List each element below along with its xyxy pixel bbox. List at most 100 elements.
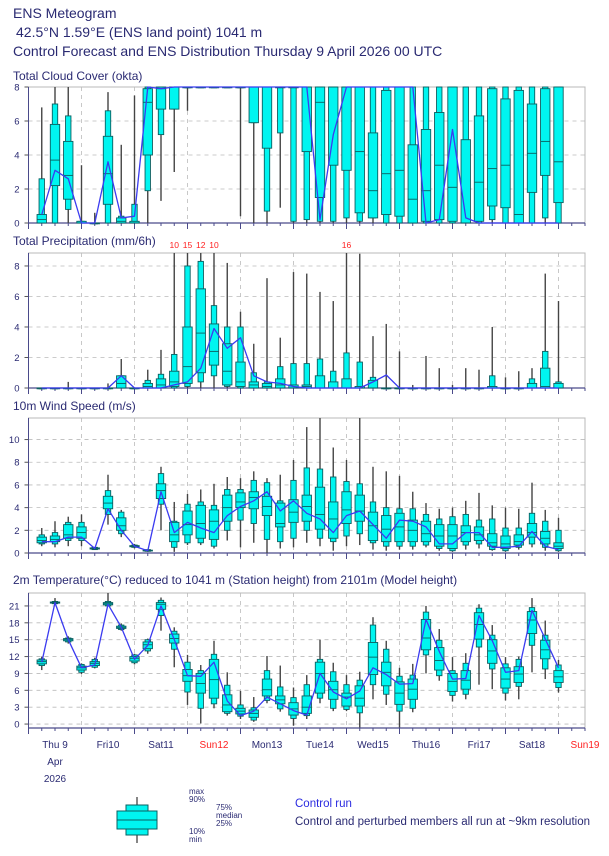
cloud-box — [394, 86, 405, 224]
day-label: Thu16 — [412, 740, 441, 751]
day-label: Fri10 — [97, 740, 120, 751]
box-p25-p75 — [182, 326, 193, 384]
wind-control-line — [41, 491, 559, 552]
box-p25-p75 — [553, 86, 564, 204]
temperature-box — [500, 657, 511, 701]
temperature-ytick-label: 3 — [14, 703, 19, 714]
legend-p90: 90% — [189, 795, 205, 804]
box-p25-p75 — [354, 685, 365, 707]
wind-box — [460, 500, 471, 550]
precip-box — [275, 337, 286, 389]
wind-box — [500, 507, 511, 552]
temperature-box — [420, 605, 432, 674]
day-axis-labels: Thu 9 Fri10 Sat11 Sun12 Mon13 Tue14 Wed15 Thu16… — [42, 740, 600, 751]
precip-box — [288, 272, 299, 389]
wind-box — [447, 507, 458, 552]
box-p25-p75 — [208, 509, 220, 540]
precip-box — [553, 301, 564, 389]
day-label: Sun19 — [571, 740, 600, 751]
box-p25-p75 — [473, 115, 485, 222]
box-p25-p75 — [155, 86, 167, 110]
wind-box — [553, 517, 564, 552]
temperature-ytick-label: 0 — [14, 720, 19, 731]
box-p25-p75 — [447, 524, 458, 549]
temperature-ytick-label: 12 — [9, 652, 20, 663]
wind-box — [155, 466, 167, 531]
box-p25-p75 — [407, 144, 418, 224]
precip-box — [169, 253, 180, 389]
box-p25-p75 — [102, 135, 114, 205]
box-p25-p75 — [500, 667, 511, 689]
temperature-box — [222, 672, 233, 716]
box-p25-p75 — [235, 361, 246, 387]
cloud-box — [142, 86, 153, 223]
box-p25-p75 — [222, 694, 233, 713]
box-p25-p75 — [526, 382, 538, 389]
wind-ytick-label: 6 — [14, 480, 19, 491]
box-p25-p75 — [36, 536, 47, 544]
box-p25-p75 — [261, 678, 273, 697]
cloud-box — [36, 107, 47, 224]
box-p25-p75 — [314, 86, 326, 198]
precip-box — [235, 311, 246, 389]
box-p25-p75 — [314, 486, 326, 530]
box-p25-p75 — [553, 542, 564, 549]
precip-box — [394, 351, 405, 390]
box-p25-p75 — [208, 658, 220, 699]
cloud-box — [447, 86, 458, 224]
temperature-ytick-label: 18 — [9, 618, 20, 629]
box-p25-p75 — [195, 288, 206, 374]
precip-box — [473, 369, 485, 390]
wind-ytick-label: 0 — [14, 549, 19, 560]
wind-box — [341, 459, 352, 547]
cloud-panel-title: Total Cloud Cover (okta) — [13, 69, 142, 83]
box-p25-p75 — [394, 86, 405, 217]
box-p25-p75 — [169, 86, 180, 110]
box-p25-p75 — [341, 491, 352, 524]
box-p10-p90 — [184, 265, 191, 387]
wind-box — [222, 476, 233, 541]
box-p25-p75 — [314, 661, 326, 694]
overflow-max-label: 16 — [342, 240, 352, 250]
box-p25-p75 — [540, 88, 551, 176]
cloud-box — [473, 86, 485, 224]
temperature-box — [367, 617, 379, 700]
wind-box — [487, 505, 498, 551]
overflow-max-label: 10 — [170, 240, 180, 250]
legend: max 90% 75% median 25% 10% min Control r… — [116, 787, 590, 844]
precip-box — [155, 349, 167, 389]
day-label: Mon13 — [252, 740, 283, 751]
box-p25-p75 — [63, 140, 74, 200]
precip-box — [248, 343, 259, 389]
box-p25-p75 — [354, 494, 365, 522]
temperature-panel: 0 3 6 9 12 15 18 21 — [9, 592, 586, 734]
wind-box — [195, 489, 206, 546]
box-p25-p75 — [116, 217, 127, 224]
wind-box — [116, 509, 127, 538]
temperature-ytick-label: 6 — [14, 686, 19, 697]
day-label: Tue14 — [306, 740, 334, 751]
box-p25-p75 — [513, 666, 524, 683]
precip-box — [116, 359, 127, 389]
cloud-ytick-label: 4 — [14, 151, 19, 162]
box-p25-p75 — [420, 129, 432, 222]
precip-ytick-label: 8 — [14, 261, 19, 272]
day-label: Wed15 — [357, 740, 389, 751]
box-p10-p90 — [237, 326, 244, 389]
precip-box — [526, 368, 538, 389]
day-label: Sun12 — [200, 740, 229, 751]
precip-ytick-label: 0 — [14, 384, 19, 395]
wind-box — [248, 471, 259, 543]
box-p25-p75 — [248, 86, 259, 124]
precip-panel-title: Total Precipitation (mm/6h) — [13, 234, 156, 248]
box-p25-p75 — [500, 535, 511, 549]
box-p25-p75 — [513, 89, 524, 224]
precip-ytick-label: 4 — [14, 322, 19, 333]
box-p25-p75 — [261, 495, 273, 517]
cloud-box — [341, 86, 352, 223]
wind-box — [420, 503, 432, 548]
temperature-box — [553, 659, 564, 693]
box-p10-p90 — [277, 86, 284, 134]
cloud-box — [487, 86, 498, 223]
